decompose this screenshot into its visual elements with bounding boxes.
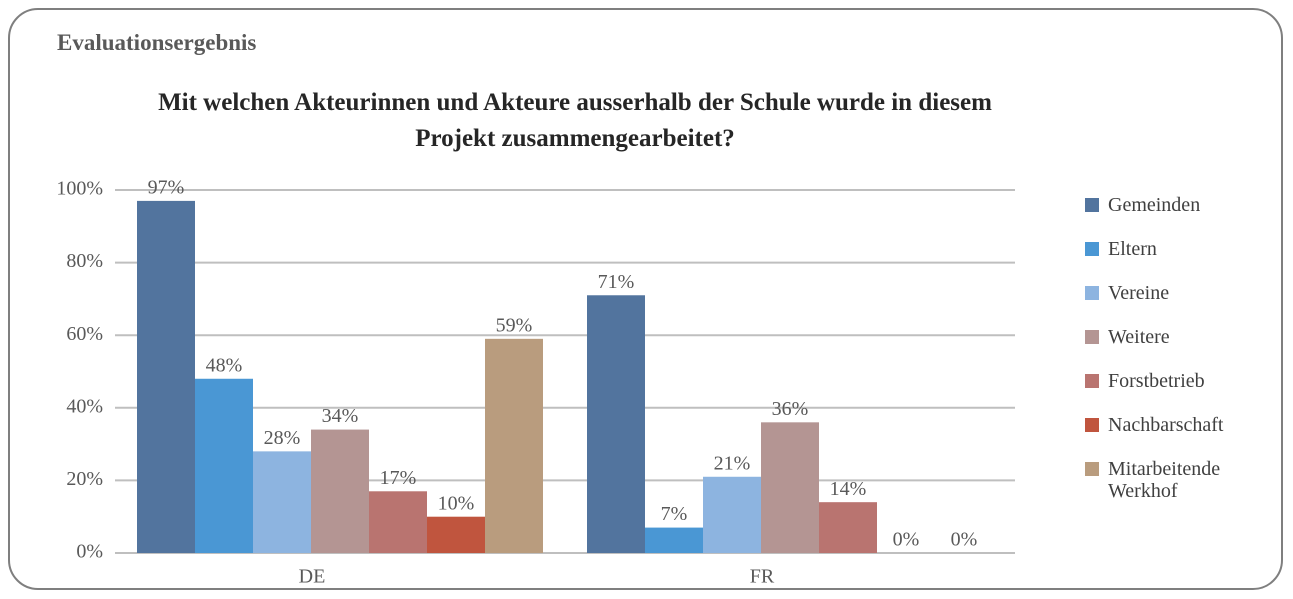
legend-label: Nachbarschaft xyxy=(1108,414,1224,436)
value-label: 21% xyxy=(714,452,751,474)
value-label: 10% xyxy=(438,492,475,514)
legend-swatch xyxy=(1085,374,1099,388)
legend-item: Nachbarschaft xyxy=(1085,414,1265,436)
legend-swatch xyxy=(1085,330,1099,344)
value-label: 0% xyxy=(951,529,978,551)
legend-item: Vereine xyxy=(1085,282,1265,304)
frame xyxy=(8,8,1283,590)
bar xyxy=(645,527,703,553)
value-label: 48% xyxy=(206,354,243,376)
legend-label: Gemeinden xyxy=(1108,194,1201,216)
legend-label: Forstbetrieb xyxy=(1108,370,1205,392)
bar xyxy=(427,516,485,553)
bar xyxy=(195,378,253,553)
bar xyxy=(137,200,195,553)
legend-label: Eltern xyxy=(1108,238,1157,260)
value-label: 36% xyxy=(772,398,809,420)
bar xyxy=(703,476,761,553)
legend-swatch xyxy=(1085,242,1099,256)
legend-item: Eltern xyxy=(1085,238,1265,260)
legend: Gemeinden Eltern Vereine Weitere Forstbetrie… xyxy=(1085,194,1265,524)
legend-swatch xyxy=(1085,198,1099,212)
legend-item: Forstbetrieb xyxy=(1085,370,1265,392)
header-title: Evaluationsergebnis xyxy=(57,30,257,55)
legend-swatch xyxy=(1085,286,1099,300)
value-label: 17% xyxy=(380,467,417,489)
x-tick-label: FR xyxy=(750,566,775,588)
legend-swatch xyxy=(1085,418,1099,432)
legend-label: Weitere xyxy=(1108,326,1170,348)
bar xyxy=(485,338,543,553)
y-tick-label: 40% xyxy=(66,395,103,417)
y-tick-label: 0% xyxy=(76,541,103,563)
bar xyxy=(587,295,645,553)
bar xyxy=(253,451,311,553)
value-label: 97% xyxy=(148,176,185,198)
y-tick-label: 20% xyxy=(66,468,103,490)
value-label: 71% xyxy=(598,271,635,293)
y-tick-label: 60% xyxy=(66,323,103,345)
legend-item: Weitere xyxy=(1085,326,1265,348)
y-tick-label: 80% xyxy=(66,250,103,272)
legend-label: Mitarbeitende Werkhof xyxy=(1108,458,1221,502)
value-label: 7% xyxy=(661,503,688,525)
bar xyxy=(761,422,819,553)
bar xyxy=(369,491,427,553)
y-tick-label: 100% xyxy=(56,178,103,200)
legend-item: Gemeinden xyxy=(1085,194,1265,216)
value-label: 14% xyxy=(830,478,867,500)
value-label: 59% xyxy=(496,314,533,336)
legend-item: Mitarbeitende Werkhof xyxy=(1085,458,1265,502)
value-label: 0% xyxy=(893,529,920,551)
bar xyxy=(311,429,369,553)
bar xyxy=(819,502,877,553)
chart-title: Mit welchen Akteurinnen und Akteure auss… xyxy=(158,89,992,152)
legend-swatch xyxy=(1085,462,1099,476)
value-label: 34% xyxy=(322,405,359,427)
x-tick-label: DE xyxy=(299,566,326,588)
value-label: 28% xyxy=(264,427,301,449)
legend-label: Vereine xyxy=(1108,282,1170,304)
